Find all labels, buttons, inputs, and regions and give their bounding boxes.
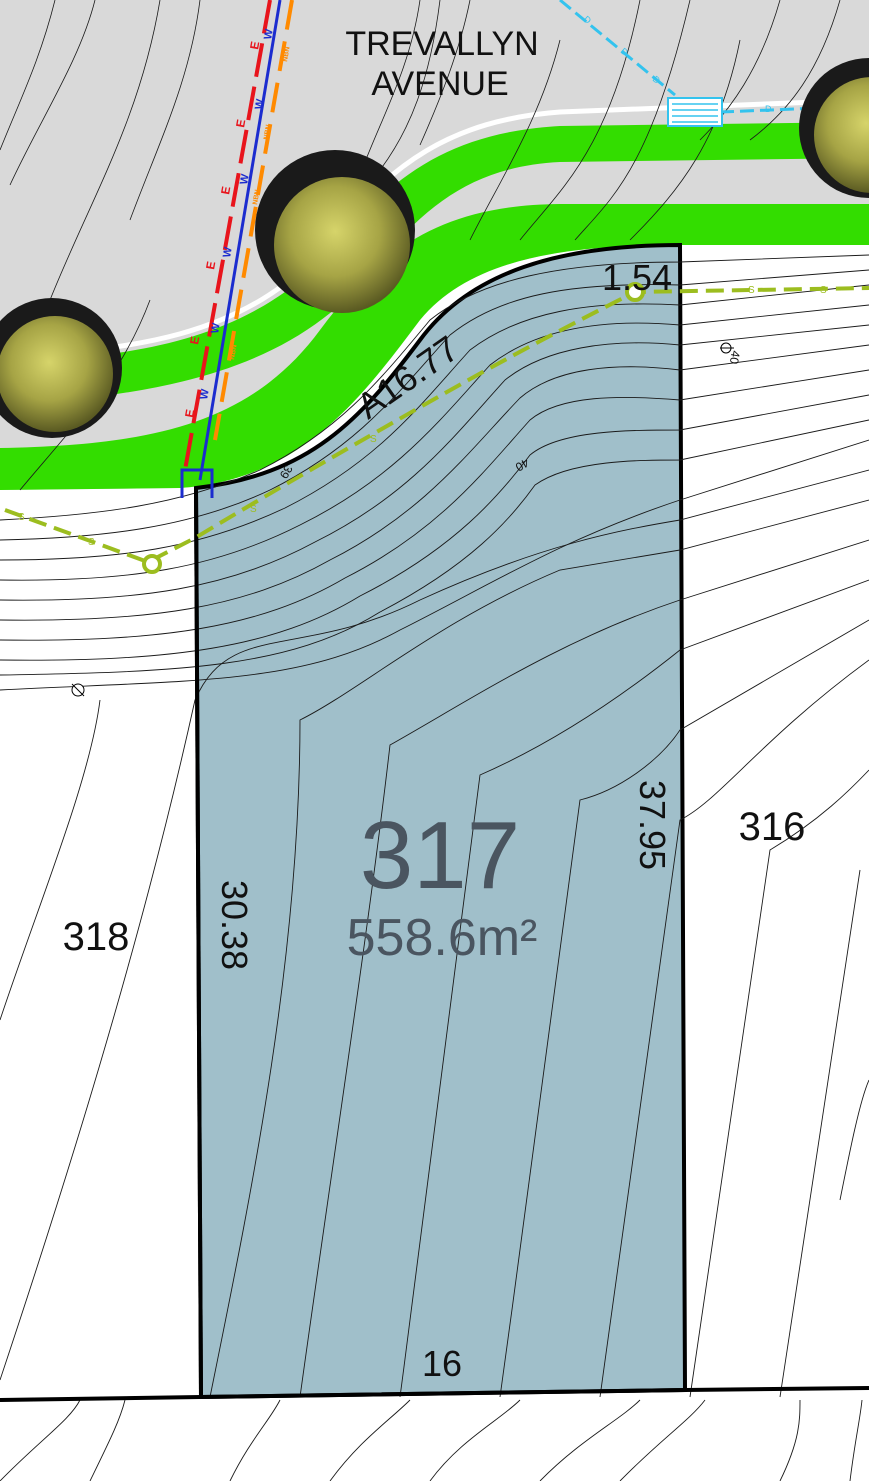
sewer-label-3: S <box>250 504 257 515</box>
frontage-corner-dimension: 1.54 <box>602 257 672 298</box>
contour-label-40-a: 40 <box>513 455 532 474</box>
nbn-label-3: NBN <box>252 189 262 205</box>
water-label-6: W <box>198 388 212 401</box>
lot-area: 558.6m² <box>347 909 538 967</box>
electric-label-5: E <box>187 335 202 345</box>
verge-upper <box>0 122 869 405</box>
sewer-line: S S S S S S <box>4 282 869 574</box>
water-line <box>198 0 282 481</box>
lot-number: 317 <box>360 802 520 909</box>
left-side-dimension: 30.38 <box>214 880 255 970</box>
neighbour-lot-316: 316 <box>739 805 806 849</box>
sewer-label-1: S <box>18 512 25 523</box>
contour-label-39: 39 <box>277 463 296 482</box>
services-corridor <box>183 0 294 481</box>
nbn-label-2: NBN <box>263 124 273 140</box>
electric-label-3: E <box>218 185 233 195</box>
rear-boundary-line <box>0 1386 869 1402</box>
rear-dimension: 16 <box>422 1343 462 1384</box>
drainage-label-1: D <box>582 14 594 26</box>
street-tree-1 <box>0 298 122 438</box>
right-side-dimension: 37.95 <box>632 780 673 870</box>
contour-label-40-b: 40 <box>727 349 743 365</box>
water-label-2: W <box>253 98 267 111</box>
electric-label-1: E <box>247 40 262 50</box>
electric-label-2: E <box>233 118 248 128</box>
sewer-label-4: S <box>370 434 377 445</box>
lot-317-parcel <box>193 242 688 1400</box>
electric-label-6: E <box>182 408 197 418</box>
water-label-5: W <box>209 322 223 335</box>
water-label-1: W <box>262 28 276 41</box>
electric-label-4: E <box>203 260 218 270</box>
stormwater-pit <box>667 97 723 127</box>
nbn-label-1: NBN <box>282 46 292 62</box>
sewer-label-2: S <box>88 537 95 548</box>
street-tree-3 <box>799 58 869 198</box>
street-name-line1: TREVALLYN <box>345 25 538 63</box>
lot-318-boundary <box>194 487 203 1398</box>
street-tree-2 <box>255 150 415 313</box>
water-connection-marker <box>180 468 214 498</box>
nbn-label-4: NBN <box>229 344 239 360</box>
road-contours <box>0 0 841 491</box>
electric-line <box>183 0 272 471</box>
street-name-line2: AVENUE <box>371 65 508 103</box>
valve-symbol-2 <box>720 342 734 354</box>
valve-symbol-1 <box>71 683 85 697</box>
sewer-label-5: S <box>748 285 755 296</box>
sewer-manhole-1 <box>142 554 162 574</box>
nbn-line <box>213 0 294 441</box>
drainage-label-4: D <box>765 104 772 114</box>
neighbour-lot-318: 318 <box>63 915 130 959</box>
drainage-label-2: D <box>619 46 631 58</box>
sewer-manhole-2 <box>625 282 645 302</box>
water-label-3: W <box>238 173 252 186</box>
water-label-4: W <box>221 246 235 259</box>
drainage-label-3: D <box>651 74 663 86</box>
sewer-label-6: S <box>820 285 827 296</box>
